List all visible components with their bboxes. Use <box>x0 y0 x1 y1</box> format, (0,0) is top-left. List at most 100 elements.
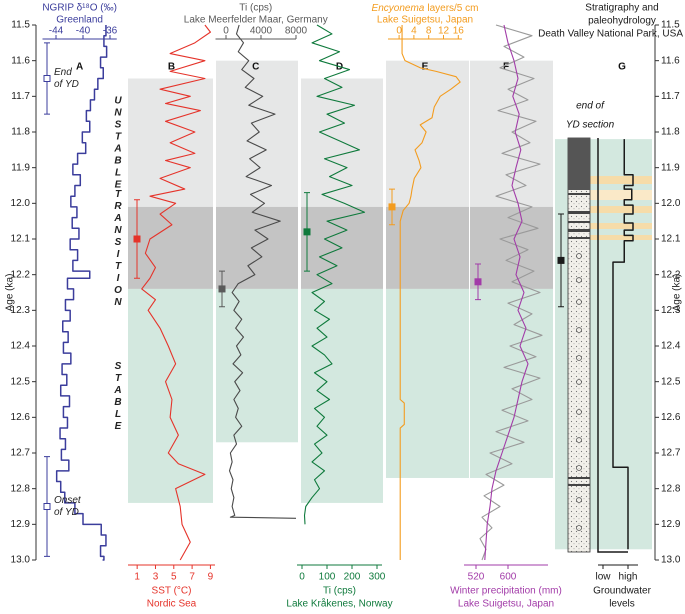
zone-letter: L <box>115 409 121 420</box>
y-tick-label: 12.8 <box>661 483 681 494</box>
axis-label: Encyonema layers/5 cm <box>372 3 479 14</box>
zone-band <box>128 206 213 289</box>
axis-label-text: layers/5 cm <box>427 3 478 14</box>
note: YD section <box>566 120 615 131</box>
zone-band <box>216 288 298 443</box>
background-layer <box>128 60 652 550</box>
zone-letter: N <box>114 297 122 308</box>
y-tick-label: 12.4 <box>661 341 681 352</box>
data-line <box>303 24 366 525</box>
y-tick-label: 12.2 <box>11 269 31 280</box>
zone-band <box>386 206 469 289</box>
x-tick-label: 8 <box>426 26 432 37</box>
panel-title: paleohydrology <box>588 16 656 27</box>
y-tick-label: 12.5 <box>11 376 31 387</box>
wet-band <box>590 235 652 240</box>
wet-band <box>590 190 652 200</box>
axis-label: levels <box>609 599 635 610</box>
x-tick-label: 520 <box>468 572 485 583</box>
y-tick-label: 12.8 <box>11 483 31 494</box>
x-tick-label: 8000 <box>285 26 308 37</box>
y-tick-label: 12.5 <box>661 376 681 387</box>
y-tick-label: 13.0 <box>661 555 681 566</box>
zone-letter: E <box>115 421 122 432</box>
x-tick-label: -36 <box>103 26 118 37</box>
transition-marker <box>303 228 311 236</box>
axis-label: Ti (cps) <box>239 3 272 14</box>
annotation: Onset <box>54 495 82 506</box>
y-tick-label: 11.8 <box>661 127 680 138</box>
zone-band <box>386 60 469 207</box>
y-tick-label: 12.9 <box>661 519 681 530</box>
x-tick-label: 0 <box>223 26 229 37</box>
y-tick-label: 12.6 <box>661 412 681 423</box>
panel-subtitle: Lake Kråkenes, Norway <box>286 598 392 610</box>
x-tick-label: 100 <box>319 572 336 583</box>
data-line <box>612 139 634 550</box>
transition-marker <box>218 285 226 293</box>
data-line <box>55 25 108 561</box>
zone-letter: N <box>114 225 122 236</box>
y-tick-label: 11.7 <box>661 91 680 102</box>
y-tick-label: 11.7 <box>11 91 30 102</box>
y-axis-label: Age (ka) <box>5 274 16 312</box>
dark-layer <box>568 477 590 479</box>
zone-letter: A <box>113 143 121 154</box>
panel-subtitle: Lake Suigetsu, Japan <box>458 599 554 610</box>
data-line <box>141 24 211 561</box>
axis-label: Ti (cps) <box>323 586 356 597</box>
transition-marker <box>133 235 141 243</box>
panel-subtitle: Death Valley National Park, USA <box>538 29 683 40</box>
y-tick-label: 12.9 <box>11 519 31 530</box>
y-tick-label: 11.9 <box>11 162 30 173</box>
data-line <box>399 25 461 560</box>
transition-marker <box>557 256 565 264</box>
zone-letter: O <box>114 285 122 296</box>
y-tick-label: 12.4 <box>11 341 31 352</box>
x-tick-label: -44 <box>49 26 64 37</box>
transition-marker <box>474 278 482 286</box>
dark-layer <box>568 193 590 195</box>
data-line <box>228 24 297 519</box>
zone-letter: I <box>117 249 120 260</box>
zone-letter: I <box>117 273 120 284</box>
axis-label: Winter precipitation (mm) <box>450 586 562 597</box>
y-tick-label: 12.6 <box>11 412 31 423</box>
x-tick-label: 200 <box>344 572 361 583</box>
x-tick-label: 0 <box>396 26 402 37</box>
snail-symbols <box>576 253 582 531</box>
x-tick-label: 16 <box>453 26 465 37</box>
zone-letter: T <box>115 261 122 272</box>
zone-letter: S <box>115 119 122 130</box>
zone-letter: A <box>113 213 121 224</box>
panel-letter: C <box>252 62 259 73</box>
panel-letter: B <box>168 62 175 73</box>
x-tick-label: 5 <box>171 572 177 583</box>
zone-letter: S <box>115 237 122 248</box>
axis-label-italic: Encyonema <box>372 3 425 14</box>
y-tick-label: 12.7 <box>11 448 31 459</box>
wet-band <box>590 176 652 184</box>
zone-letter: A <box>113 385 121 396</box>
data-line <box>484 24 529 561</box>
y-tick-label: 12.2 <box>661 269 681 280</box>
dark-layer <box>568 229 590 232</box>
stratigraphy-column <box>567 137 652 553</box>
panel-subtitle: Lake Suigetsu, Japan <box>377 15 473 26</box>
x-tick-label: -40 <box>76 26 91 37</box>
y-tick-label: 12.1 <box>661 234 681 245</box>
panel-letter: A <box>76 62 83 73</box>
note: end of <box>576 101 605 112</box>
zone-letter: B <box>114 397 121 408</box>
zone-band <box>386 288 469 478</box>
y-tick-label: 12.0 <box>11 198 31 209</box>
y-tick-label: 12.3 <box>661 305 681 316</box>
zone-band <box>216 206 298 289</box>
x-tick-label: 9 <box>208 572 214 583</box>
zone-band <box>470 60 553 207</box>
annotation: of YD <box>54 79 79 90</box>
dark-unit <box>568 138 590 190</box>
